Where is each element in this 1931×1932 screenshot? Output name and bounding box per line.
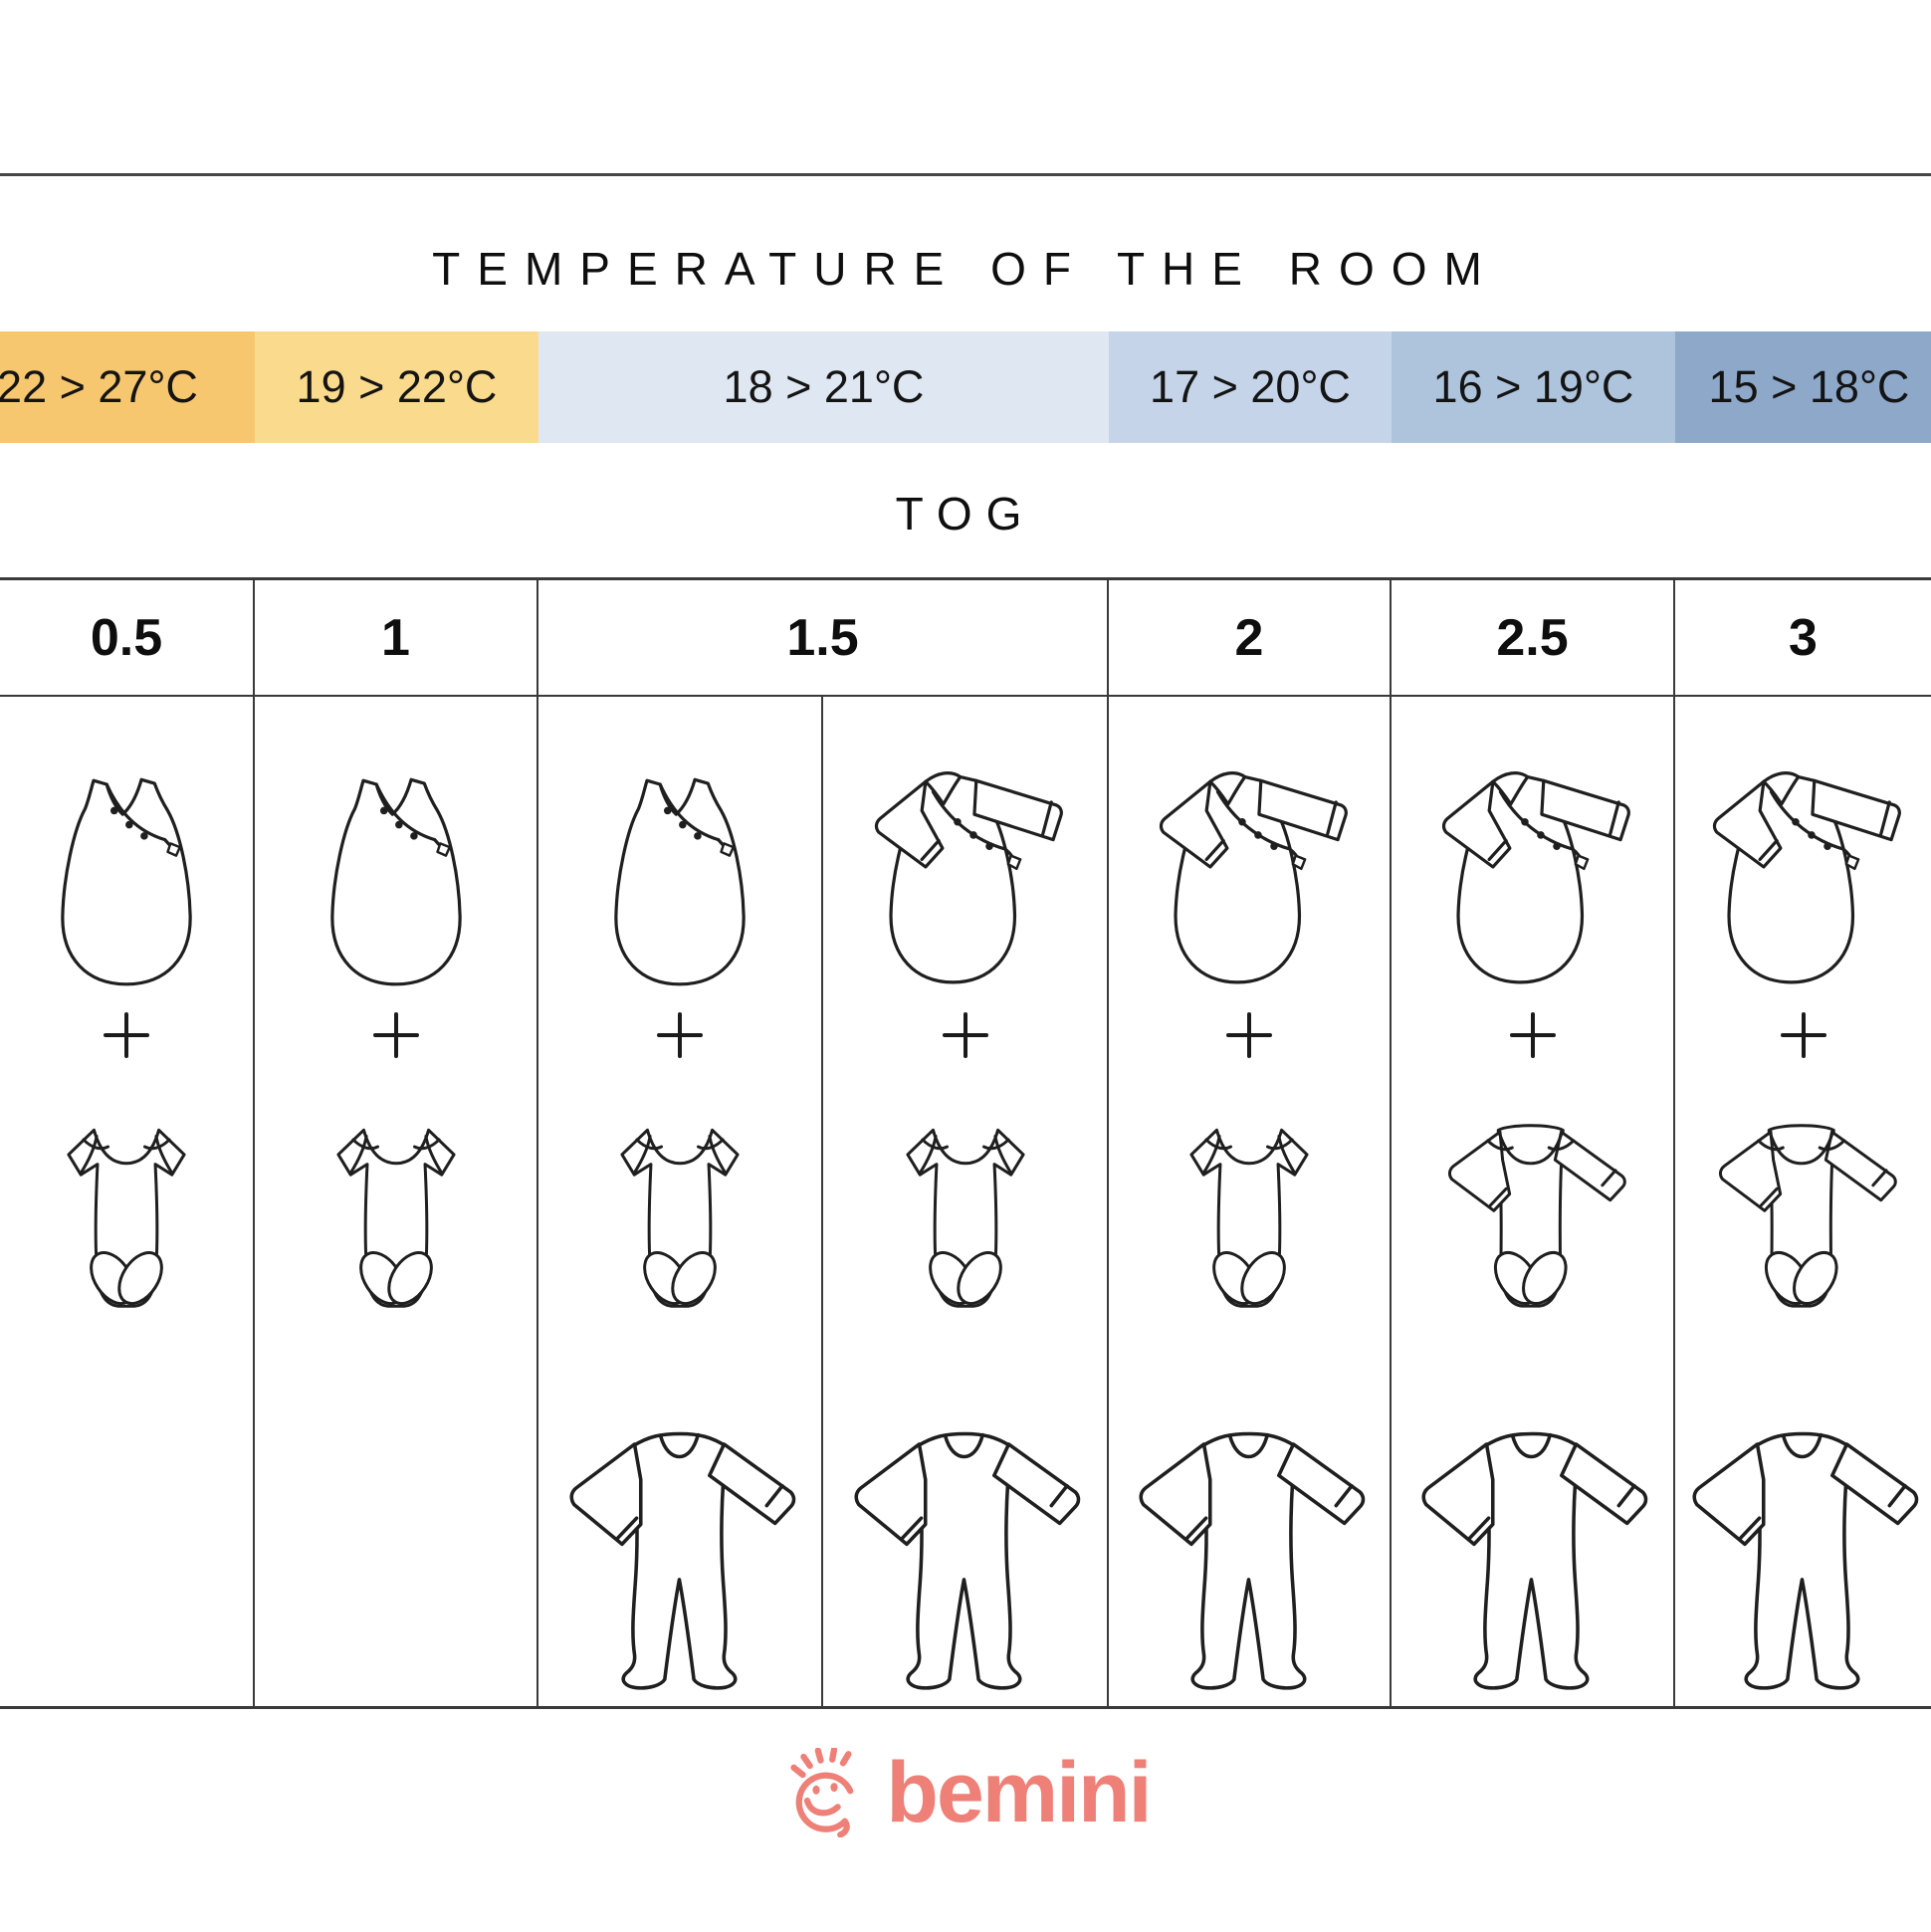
temperature-segment: 19 > 22°C <box>255 331 538 443</box>
temperature-band: 22 > 27°C 19 > 22°C 18 > 21°C 17 > 20°C 16 >… <box>0 331 1931 443</box>
clothing-slot <box>255 1000 536 1070</box>
tog-column-3 <box>1675 697 1931 1706</box>
plus-icon <box>104 1012 149 1058</box>
clothing-slot <box>538 1070 821 1324</box>
tog-column-1.5a <box>538 697 823 1706</box>
plus-icon <box>1226 1012 1272 1058</box>
temperature-range-label: 19 > 22°C <box>296 361 498 412</box>
tog-column-2 <box>1109 697 1392 1706</box>
clothing-slot <box>538 1324 821 1706</box>
bodysuit-short-sleeve-icon <box>335 1128 456 1308</box>
bodysuit-short-sleeve-icon <box>620 1128 740 1308</box>
bodysuit-short-sleeve-icon <box>905 1128 1025 1308</box>
tog-heading: TOG <box>895 488 1036 539</box>
clothing-slot <box>0 1324 253 1706</box>
sleeping-bag-sleeveless-icon <box>614 777 746 986</box>
tog-column-1 <box>255 697 538 1706</box>
clothing-slot <box>538 697 821 1000</box>
bodysuit-short-sleeve-icon <box>67 1128 186 1308</box>
temperature-segment: 17 > 20°C <box>1109 331 1392 443</box>
temperature-segment: 15 > 18°C <box>1675 331 1931 443</box>
tog-column-2.5 <box>1392 697 1675 1706</box>
sleepsuit-footed-icon <box>1421 1431 1648 1690</box>
sleepsuit-footed-icon <box>1138 1431 1365 1690</box>
plus-icon <box>1509 1012 1556 1058</box>
temperature-segment: 22 > 27°C <box>0 331 255 443</box>
plus-icon <box>942 1012 988 1058</box>
temperature-range-label: 15 > 18°C <box>1708 361 1910 412</box>
clothing-slot <box>823 1000 1107 1070</box>
clothing-slot <box>1392 1070 1673 1324</box>
clothing-slot <box>1392 1000 1673 1070</box>
tog-header-row: 0.5 1 1.5 2 2.5 3 <box>0 577 1931 697</box>
brand-logo: bemini <box>0 1748 1931 1837</box>
sleeping-bag-sleeveless-icon <box>61 777 192 986</box>
sleepsuit-footed-icon <box>1692 1431 1919 1690</box>
smiley-face-icon <box>790 1748 854 1837</box>
clothing-slot <box>1392 1324 1673 1706</box>
clothing-slot <box>1109 697 1390 1000</box>
sleepsuit-footed-icon <box>854 1431 1081 1690</box>
tog-header-cell: 1 <box>255 580 538 695</box>
temperature-segment: 16 > 19°C <box>1392 331 1675 443</box>
tog-header-cell: 2.5 <box>1392 580 1675 695</box>
clothing-slot <box>1109 1324 1390 1706</box>
sleeping-bag-long-sleeve-icon <box>874 771 1063 984</box>
clothing-slot <box>823 1324 1107 1706</box>
tog-body-row <box>0 697 1931 1709</box>
clothing-slot <box>255 697 536 1000</box>
clothing-slot <box>1109 1070 1390 1324</box>
plus-icon <box>657 1012 703 1058</box>
tog-header-cell: 0.5 <box>0 580 255 695</box>
temperature-range-label: 22 > 27°C <box>0 361 198 412</box>
plus-icon <box>1780 1012 1826 1058</box>
tog-value: 2 <box>1234 608 1264 667</box>
clothing-slot <box>255 1070 536 1324</box>
bodysuit-short-sleeve-icon <box>1189 1128 1309 1308</box>
clothing-slot <box>0 1000 253 1070</box>
temperature-segment: 18 > 21°C <box>538 331 1109 443</box>
clothing-slot <box>0 697 253 1000</box>
tog-column-0.5 <box>0 697 255 1706</box>
clothing-slot <box>538 1000 821 1070</box>
clothing-slot <box>1675 1070 1931 1324</box>
tog-value: 1.5 <box>786 608 859 667</box>
tog-value: 1 <box>381 608 410 667</box>
clothing-slot <box>255 1324 536 1706</box>
sleeping-bag-sleeveless-icon <box>329 777 462 986</box>
top-divider <box>0 173 1931 176</box>
tog-column-1.5b <box>823 697 1109 1706</box>
tog-value: 0.5 <box>90 608 163 667</box>
sleeping-bag-long-sleeve-icon <box>1159 771 1348 984</box>
tog-header-cell: 2 <box>1109 580 1392 695</box>
temperature-range-label: 16 > 19°C <box>1432 361 1634 412</box>
tog-value: 3 <box>1789 608 1818 667</box>
brand-name: bemini <box>886 1745 1152 1840</box>
tog-value: 2.5 <box>1496 608 1569 667</box>
clothing-slot <box>1675 1000 1931 1070</box>
clothing-slot <box>1675 697 1931 1000</box>
tog-header-cell: 3 <box>1675 580 1931 695</box>
temperature-range-label: 18 > 21°C <box>723 361 925 412</box>
clothing-slot <box>0 1070 253 1324</box>
sleeping-bag-long-sleeve-icon <box>1441 771 1630 984</box>
clothing-slot <box>823 697 1107 1000</box>
sleeping-bag-long-sleeve-icon <box>1712 771 1901 984</box>
clothing-slot <box>1675 1324 1931 1706</box>
plus-icon <box>372 1012 419 1058</box>
sleepsuit-footed-icon <box>568 1431 795 1690</box>
temperature-range-label: 17 > 20°C <box>1150 361 1351 412</box>
clothing-slot <box>1109 1000 1390 1070</box>
clothing-slot <box>823 1070 1107 1324</box>
tog-header-cell: 1.5 <box>538 580 1109 695</box>
bodysuit-long-sleeve-icon <box>1447 1124 1626 1308</box>
clothing-slot <box>1392 697 1673 1000</box>
bodysuit-long-sleeve-icon <box>1718 1124 1897 1308</box>
tog-table: 0.5 1 1.5 2 2.5 3 <box>0 577 1931 1709</box>
page-title: TEMPERATURE OF THE ROOM <box>432 243 1499 295</box>
